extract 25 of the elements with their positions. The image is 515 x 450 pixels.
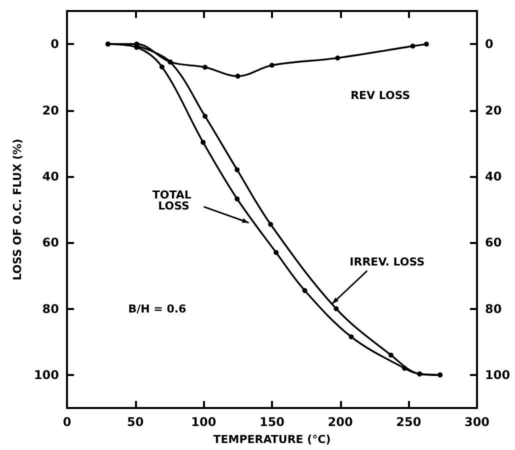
x-tick-label: 250	[396, 415, 422, 429]
x-tick-label: 200	[328, 415, 353, 429]
annotation: IRREV. LOSS	[350, 255, 425, 268]
annotation: TOTAL LOSS	[152, 188, 196, 213]
x-tick-label: 100	[191, 415, 216, 429]
y2-tick-label: 100	[485, 368, 510, 382]
y-tick-label: 80	[42, 302, 59, 316]
x-axis-title: TEMPERATURE (°C)	[213, 433, 331, 446]
y2-tick-label: 80	[485, 302, 502, 316]
y2-tick-label: 20	[485, 103, 502, 118]
x-tick-label: 300	[464, 415, 490, 429]
y-tick-label: 60	[42, 236, 59, 250]
y2-tick-label: 40	[485, 169, 502, 184]
annotation: B/H = 0.6	[128, 302, 187, 316]
y2-tick-label: 0	[485, 37, 494, 52]
y2-tick-label: 60	[485, 236, 502, 250]
y-tick-label: 20	[42, 103, 59, 118]
y-tick-label: 100	[34, 368, 59, 382]
annotation: REV LOSS	[350, 88, 410, 102]
y-axis-title: LOSS OF O.C. FLUX (%)	[11, 138, 24, 280]
x-tick-label: 150	[259, 415, 285, 429]
x-tick-label: 0	[62, 415, 72, 429]
y-tick-label: 0	[50, 37, 59, 52]
x-tick-label: 50	[126, 415, 144, 429]
y-tick-label: 40	[42, 169, 59, 184]
